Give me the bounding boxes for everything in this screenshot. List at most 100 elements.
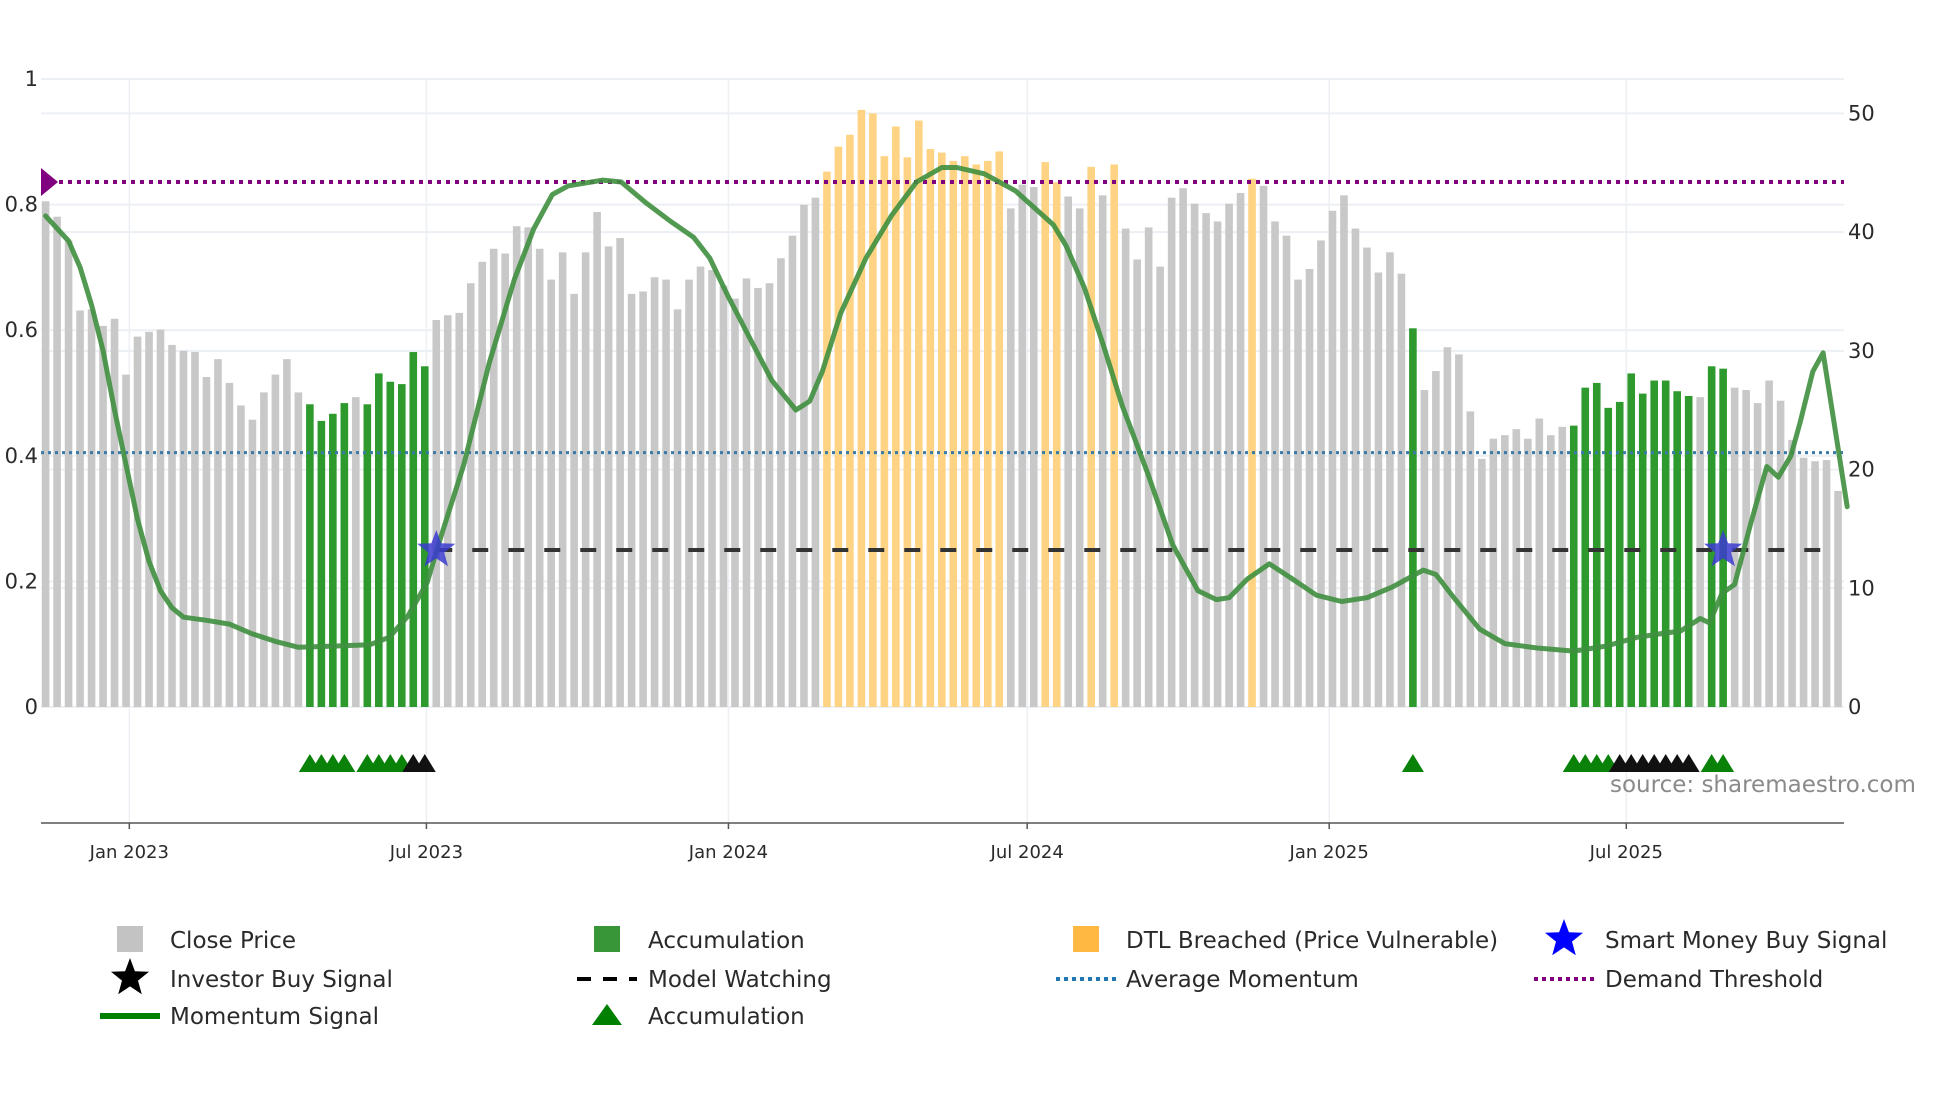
close-price-bar: [145, 331, 153, 707]
close-price-bar: [1455, 354, 1463, 707]
accumulation-bar: [317, 420, 326, 707]
dtl-breached-bar: [1052, 182, 1061, 707]
accumulation-bar: [340, 403, 349, 707]
legend-swatch-icon: [117, 926, 143, 952]
close-price-bar: [547, 279, 555, 707]
dtl-breached-bar: [983, 160, 992, 708]
smart-money-buy-star: [1704, 530, 1743, 567]
accumulation-bar: [1409, 328, 1417, 707]
left-tick-label: 0.8: [5, 193, 38, 217]
close-price-bar: [156, 329, 165, 707]
close-price-bar: [639, 291, 647, 707]
dtl-breached-bar: [1110, 164, 1118, 707]
close-price-bar: [122, 374, 130, 707]
accumulation-bar: [1569, 425, 1578, 707]
close-price-bar: [53, 216, 61, 708]
close-price-bar: [432, 319, 441, 707]
legend-item: Accumulation: [592, 1004, 805, 1030]
legend-item: Smart Money Buy Signal: [1545, 919, 1887, 956]
close-price-bar: [1213, 221, 1222, 708]
close-price-bar: [765, 283, 774, 707]
close-price-bar: [788, 235, 797, 707]
close-price-bar: [1443, 347, 1452, 707]
right-tick-label: 20: [1848, 458, 1875, 482]
close-price-bar: [41, 201, 50, 707]
legend: Close Price Accumulation DTL Breached (Pri…: [100, 919, 1887, 1030]
reference-lines: [41, 167, 1844, 552]
close-price-bar: [616, 238, 624, 707]
dtl-breached-bar: [1248, 178, 1256, 708]
dtl-breached-bar: [938, 152, 946, 707]
close-price-bar: [754, 287, 762, 707]
signal-markers: [298, 530, 1743, 772]
accumulation-triangle: [333, 754, 356, 772]
close-price-bar: [225, 382, 234, 707]
legend-star-icon: [111, 958, 149, 995]
legend-swatch-icon: [594, 926, 620, 952]
smart-money-buy-star: [417, 530, 456, 567]
accumulation-bar: [1615, 401, 1624, 707]
right-tick-label: 50: [1848, 101, 1875, 125]
close-price-bar: [524, 227, 532, 707]
right-tick-label: 30: [1848, 339, 1875, 363]
close-price-bar: [1811, 461, 1819, 707]
close-price-bar: [1512, 429, 1521, 707]
legend-triangle-icon: [592, 1004, 622, 1025]
x-tick-label: Jan 2024: [688, 842, 768, 863]
close-price-bar: [1753, 403, 1762, 707]
close-price-bar: [1282, 235, 1291, 707]
left-tick-label: 1: [25, 67, 38, 91]
close-price-bar: [696, 266, 705, 707]
close-price-bar: [1144, 227, 1153, 707]
close-price-bar: [283, 359, 291, 707]
accumulation-bar: [375, 373, 383, 707]
close-price-bar: [489, 248, 498, 707]
close-price-bar: [1029, 187, 1038, 707]
accumulation-bar: [1661, 380, 1670, 707]
close-price-bar: [1236, 192, 1245, 708]
accumulation-bar: [1650, 380, 1658, 707]
close-price-bar: [466, 283, 475, 707]
close-price-bar: [708, 270, 716, 707]
close-price-bar: [685, 279, 693, 707]
close-price-bar: [191, 352, 199, 707]
close-price-bar: [1546, 435, 1555, 707]
dtl-breached-bar: [949, 160, 958, 708]
close-price-bar: [1363, 247, 1371, 707]
dtl-breached-bar: [823, 171, 831, 707]
close-price-bar: [1788, 439, 1796, 707]
investor-buy-triangle: [1677, 754, 1700, 772]
close-price-bar: [1064, 196, 1073, 707]
accumulation-bar: [1604, 407, 1613, 707]
legend-item: Accumulation: [594, 926, 805, 954]
dtl-breached-bar: [1041, 162, 1050, 707]
close-price-bar: [1121, 228, 1130, 708]
close-price-bar: [110, 318, 119, 707]
close-price-bar: [168, 344, 176, 707]
source-label: source: sharemaestro.com: [1610, 772, 1916, 798]
legend-item: DTL Breached (Price Vulnerable): [1073, 926, 1498, 954]
close-price-bar: [1179, 188, 1187, 707]
left-tick-label: 0.4: [5, 444, 38, 468]
close-price-bar: [1420, 390, 1429, 707]
close-price-bar: [237, 405, 245, 707]
right-tick-label: 0: [1848, 695, 1861, 719]
close-price-bar: [1799, 457, 1808, 707]
close-price-bar: [742, 278, 751, 707]
legend-label: Demand Threshold: [1605, 967, 1823, 993]
accumulation-triangle: [1401, 754, 1424, 772]
close-price-bar: [179, 350, 188, 707]
dtl-breached-bar: [1087, 166, 1095, 708]
legend-label: Accumulation: [648, 1004, 805, 1030]
close-price-bar: [260, 392, 268, 707]
close-price-bar: [1075, 208, 1084, 707]
close-price-bar: [1328, 210, 1337, 707]
investor-buy-triangle: [413, 754, 436, 772]
legend-label: Investor Buy Signal: [170, 967, 393, 993]
close-price-bar: [1156, 266, 1164, 707]
x-tick-label: Jul 2023: [389, 842, 463, 863]
accumulation-bar: [1707, 366, 1716, 707]
close-price-bar: [570, 293, 578, 707]
momentum-signal: [43, 165, 1850, 654]
